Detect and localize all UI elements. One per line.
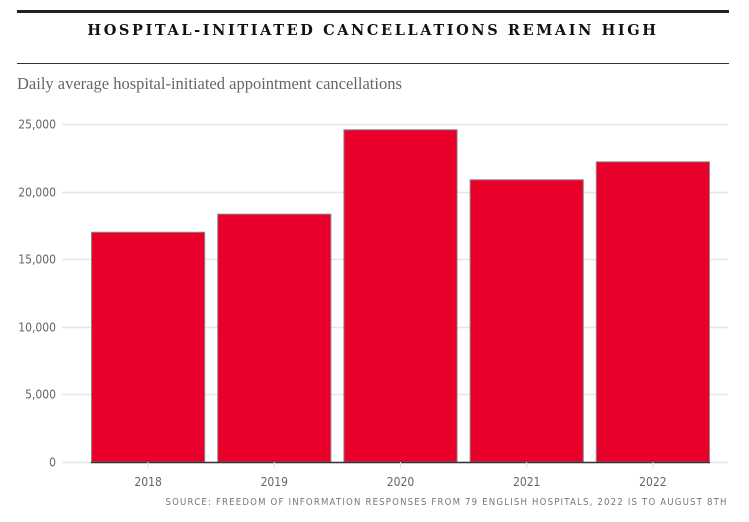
bars — [91, 129, 710, 464]
y-axis-tick-labels: 0 5,000 10,000 15,000 20,000 25,000 — [18, 118, 56, 470]
bar-2021 — [469, 179, 584, 463]
x-tick-label: 2021 — [513, 475, 540, 489]
title-divider — [17, 63, 729, 64]
x-tick-label: 2022 — [639, 475, 666, 489]
chart-title: HOSPITAL-INITIATED CANCELLATIONS REMAIN … — [87, 22, 659, 39]
bar-2019 — [217, 213, 332, 463]
bar-2020 — [343, 129, 458, 463]
x-tick-label: 2018 — [134, 475, 162, 489]
y-tick-label: 15,000 — [18, 253, 56, 267]
chart-subtitle: Daily average hospital-initiated appoint… — [17, 74, 402, 93]
x-axis-ticks: 2018 2019 2020 2021 2022 — [134, 462, 667, 489]
y-tick-label: 10,000 — [18, 321, 56, 335]
y-tick-label: 5,000 — [25, 388, 56, 402]
y-tick-label: 0 — [49, 456, 56, 470]
top-rule — [17, 10, 729, 13]
y-tick-label: 25,000 — [18, 118, 56, 132]
x-tick-label: 2020 — [387, 475, 415, 489]
x-tick-label: 2019 — [261, 475, 289, 489]
y-tick-label: 20,000 — [18, 186, 56, 200]
source-note: SOURCE: FREEDOM OF INFORMATION RESPONSES… — [165, 497, 728, 508]
bar-2022 — [595, 161, 710, 463]
bar-2018 — [91, 231, 206, 463]
